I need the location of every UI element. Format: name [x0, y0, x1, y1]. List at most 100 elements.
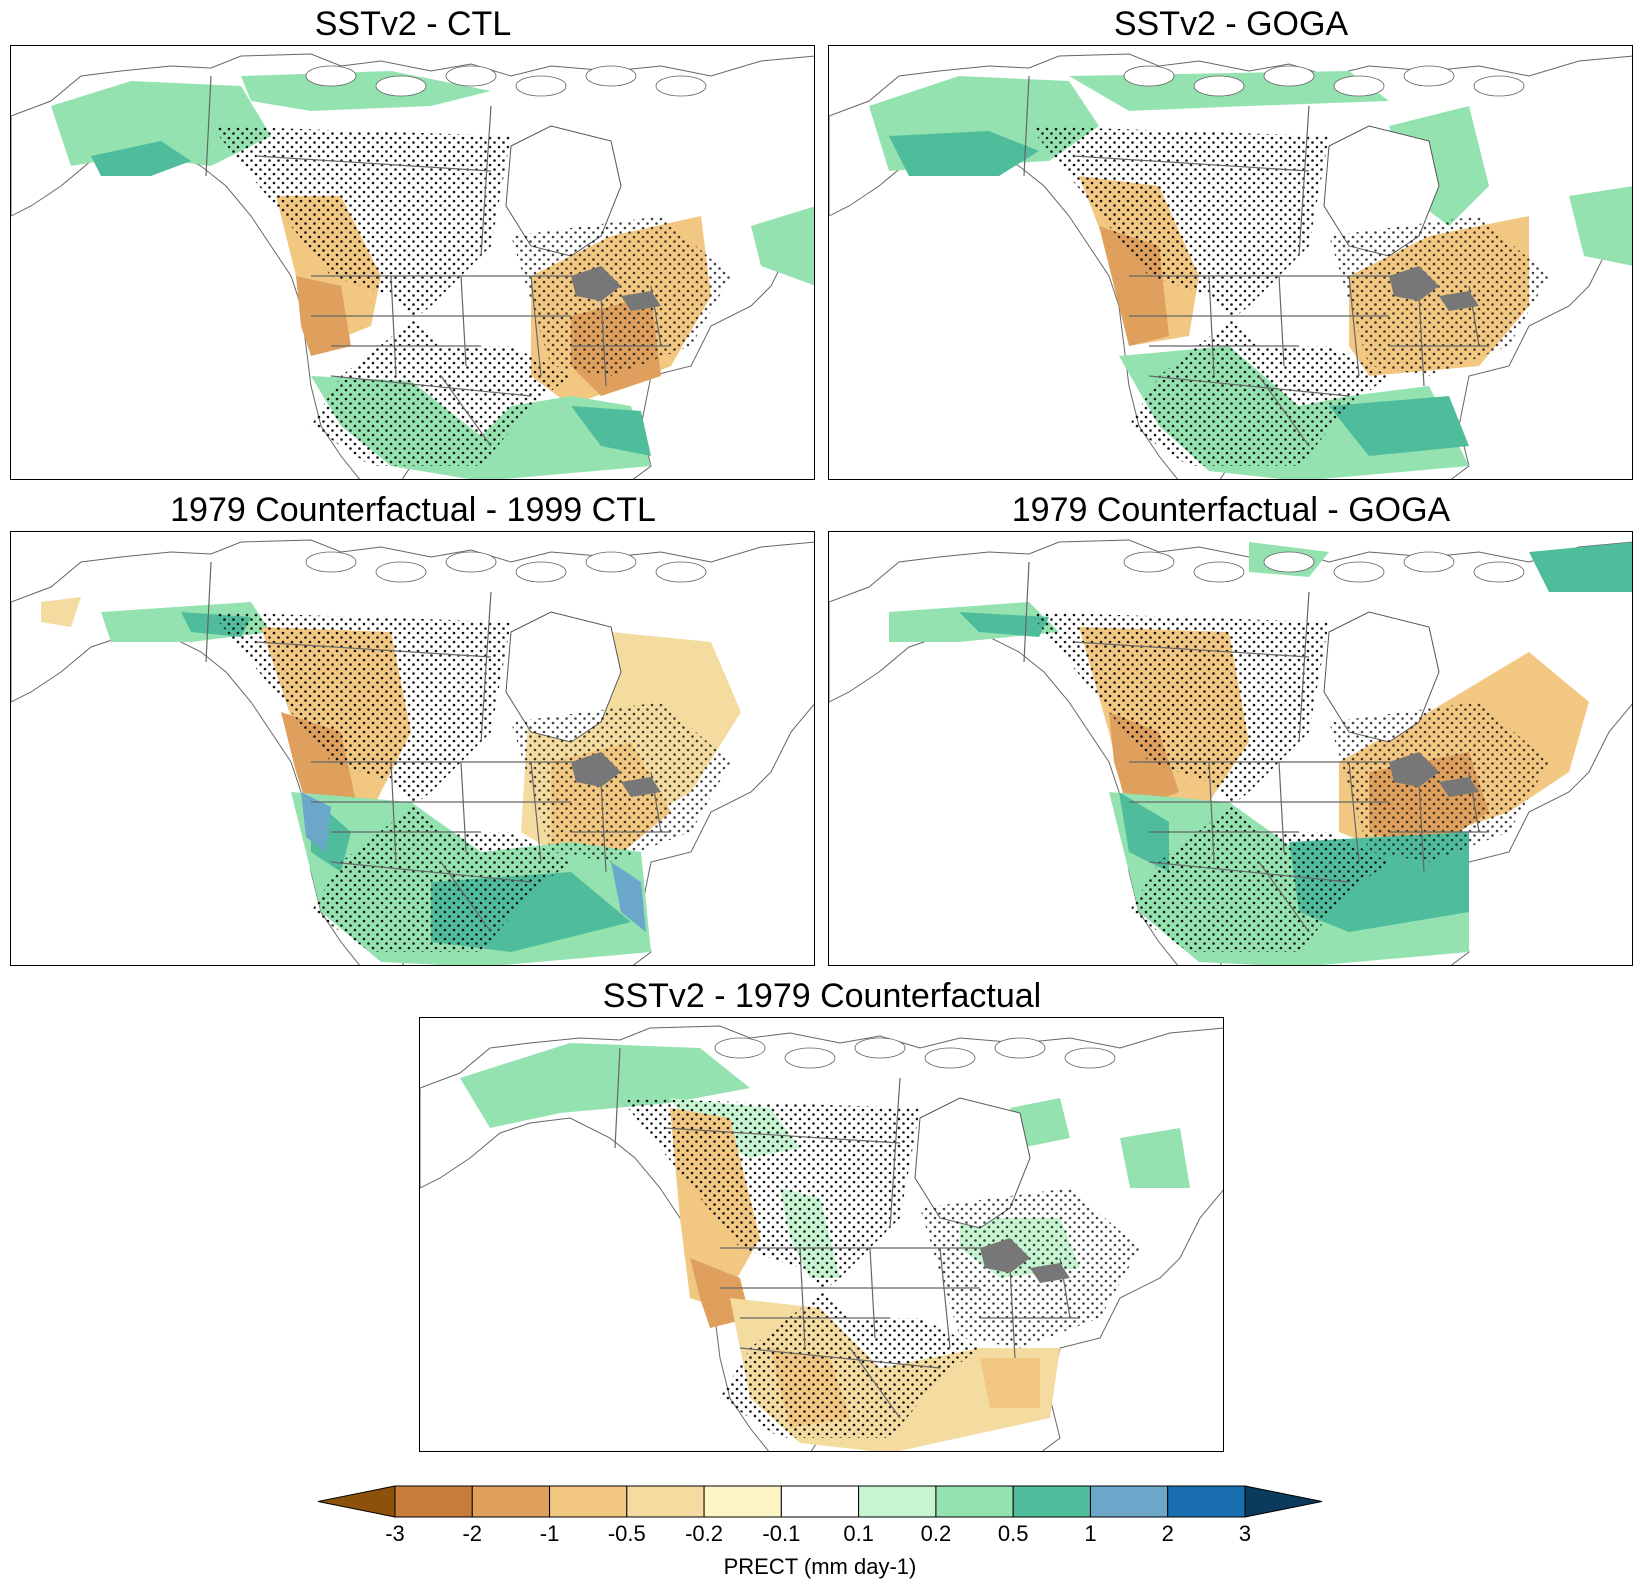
precip-anomaly-region	[980, 1358, 1040, 1408]
boundary-line	[390, 275, 397, 377]
colorbar-tick-label: -0.1	[762, 1521, 801, 1546]
arctic-island	[445, 65, 497, 87]
great-lakes	[1439, 777, 1479, 797]
panel-title-2: SSTv2 - GOGA	[1113, 5, 1349, 43]
great-lakes	[1389, 752, 1439, 787]
boundary-line	[255, 641, 492, 658]
arctic-island	[375, 75, 427, 97]
colorbar-swatch	[394, 1485, 473, 1518]
arctic-island	[854, 1037, 906, 1059]
boundary-line	[440, 375, 492, 447]
boundary-line	[1298, 591, 1310, 743]
arctic-island	[305, 65, 357, 87]
significance-stipple	[211, 612, 571, 952]
boundary-line	[390, 761, 397, 863]
boundary-line	[1258, 861, 1310, 933]
boundary-line	[849, 1347, 901, 1419]
map-panel-2	[828, 45, 1633, 480]
boundary-line	[1023, 561, 1030, 663]
boundary-line	[664, 1127, 901, 1144]
map-canvas-2	[829, 53, 1632, 479]
colorbar-swatch	[1012, 1485, 1091, 1518]
precip-anomaly-region	[611, 862, 646, 932]
boundary-line	[530, 275, 542, 377]
arctic-island	[445, 551, 497, 573]
significance-stipple	[1029, 126, 1389, 466]
great-lakes	[571, 752, 621, 787]
boundary-line	[1208, 761, 1215, 863]
map-canvas-1	[11, 53, 814, 479]
arctic-island	[1193, 561, 1245, 583]
colorbar-swatch	[1167, 1485, 1246, 1518]
colorbar-tick-label: -0.2	[685, 1521, 724, 1546]
boundary-line	[799, 1247, 806, 1349]
panel-title-3: 1979 Counterfactual - 1999 CTL	[170, 491, 656, 529]
precip-anomaly-region	[1329, 396, 1469, 456]
colorbar-tick-label: 3	[1238, 1521, 1252, 1546]
colorbar-tick-label: -0.5	[607, 1521, 646, 1546]
boundary-line	[1073, 641, 1310, 658]
precip-anomaly-region	[889, 131, 1039, 176]
map-panel-4	[828, 531, 1633, 966]
map-canvas-5	[420, 1025, 1223, 1451]
precip-anomaly-region	[91, 141, 191, 176]
precip-anomaly-region	[51, 81, 271, 166]
precip-anomaly-region	[41, 597, 81, 627]
arctic-island	[924, 1047, 976, 1069]
boundary-line	[255, 155, 492, 172]
boundary-line	[1258, 375, 1310, 447]
arctic-island	[1333, 75, 1385, 97]
boundary-line	[1009, 1267, 1016, 1359]
map-panel-1	[10, 45, 815, 480]
arctic-island	[1263, 65, 1315, 87]
arctic-island	[375, 561, 427, 583]
precip-anomaly-region	[1529, 542, 1632, 592]
colorbar-arrow-high	[1244, 1485, 1323, 1518]
boundary-line	[460, 761, 467, 853]
great-lakes	[1030, 1263, 1070, 1283]
arctic-island	[655, 561, 707, 583]
great-lakes	[621, 291, 661, 311]
arctic-island	[1123, 551, 1175, 573]
arctic-island	[784, 1047, 836, 1069]
great-lakes	[621, 777, 661, 797]
map-panel-5	[419, 1017, 1224, 1452]
boundary-line	[205, 75, 212, 177]
great-lakes	[1439, 291, 1479, 311]
arctic-island	[515, 561, 567, 583]
panel-title-4: 1979 Counterfactual - GOGA	[1011, 491, 1451, 529]
arctic-island	[585, 551, 637, 573]
boundary-line	[939, 1247, 951, 1349]
colorbar-swatch	[703, 1485, 782, 1518]
arctic-island	[1064, 1047, 1116, 1069]
precip-anomaly-region	[301, 792, 331, 852]
colorbar-tick-label: 2	[1161, 1521, 1174, 1546]
arctic-island	[585, 65, 637, 87]
panel-title-5: SSTv2 - 1979 Counterfactual	[602, 977, 1042, 1015]
boundary-line	[1298, 105, 1310, 257]
boundary-line	[1148, 861, 1350, 883]
boundary-line	[480, 105, 492, 257]
arctic-island	[655, 75, 707, 97]
boundary-line	[460, 275, 467, 367]
boundary-line	[1073, 155, 1310, 172]
boundary-line	[889, 1077, 901, 1229]
boundary-line	[1418, 295, 1425, 387]
arctic-island	[1263, 551, 1315, 573]
arctic-island	[714, 1037, 766, 1059]
boundary-line	[1348, 761, 1360, 863]
colorbar-arrow-low	[317, 1485, 396, 1518]
precip-anomaly-region	[1120, 1128, 1190, 1188]
arctic-island	[1333, 561, 1385, 583]
colorbar-tick-label: 1	[1084, 1521, 1097, 1546]
boundary-line	[869, 1247, 876, 1339]
arctic-island	[1403, 65, 1455, 87]
arctic-island	[305, 551, 357, 573]
precip-anomaly-region	[241, 71, 491, 111]
colorbar-swatch	[549, 1485, 628, 1518]
colorbar-tick-label: -1	[539, 1521, 560, 1546]
great-lakes	[1389, 266, 1439, 301]
arctic-island	[1123, 65, 1175, 87]
colorbar-swatch	[935, 1485, 1014, 1518]
colorbar-tick-label: 0.1	[843, 1521, 874, 1546]
